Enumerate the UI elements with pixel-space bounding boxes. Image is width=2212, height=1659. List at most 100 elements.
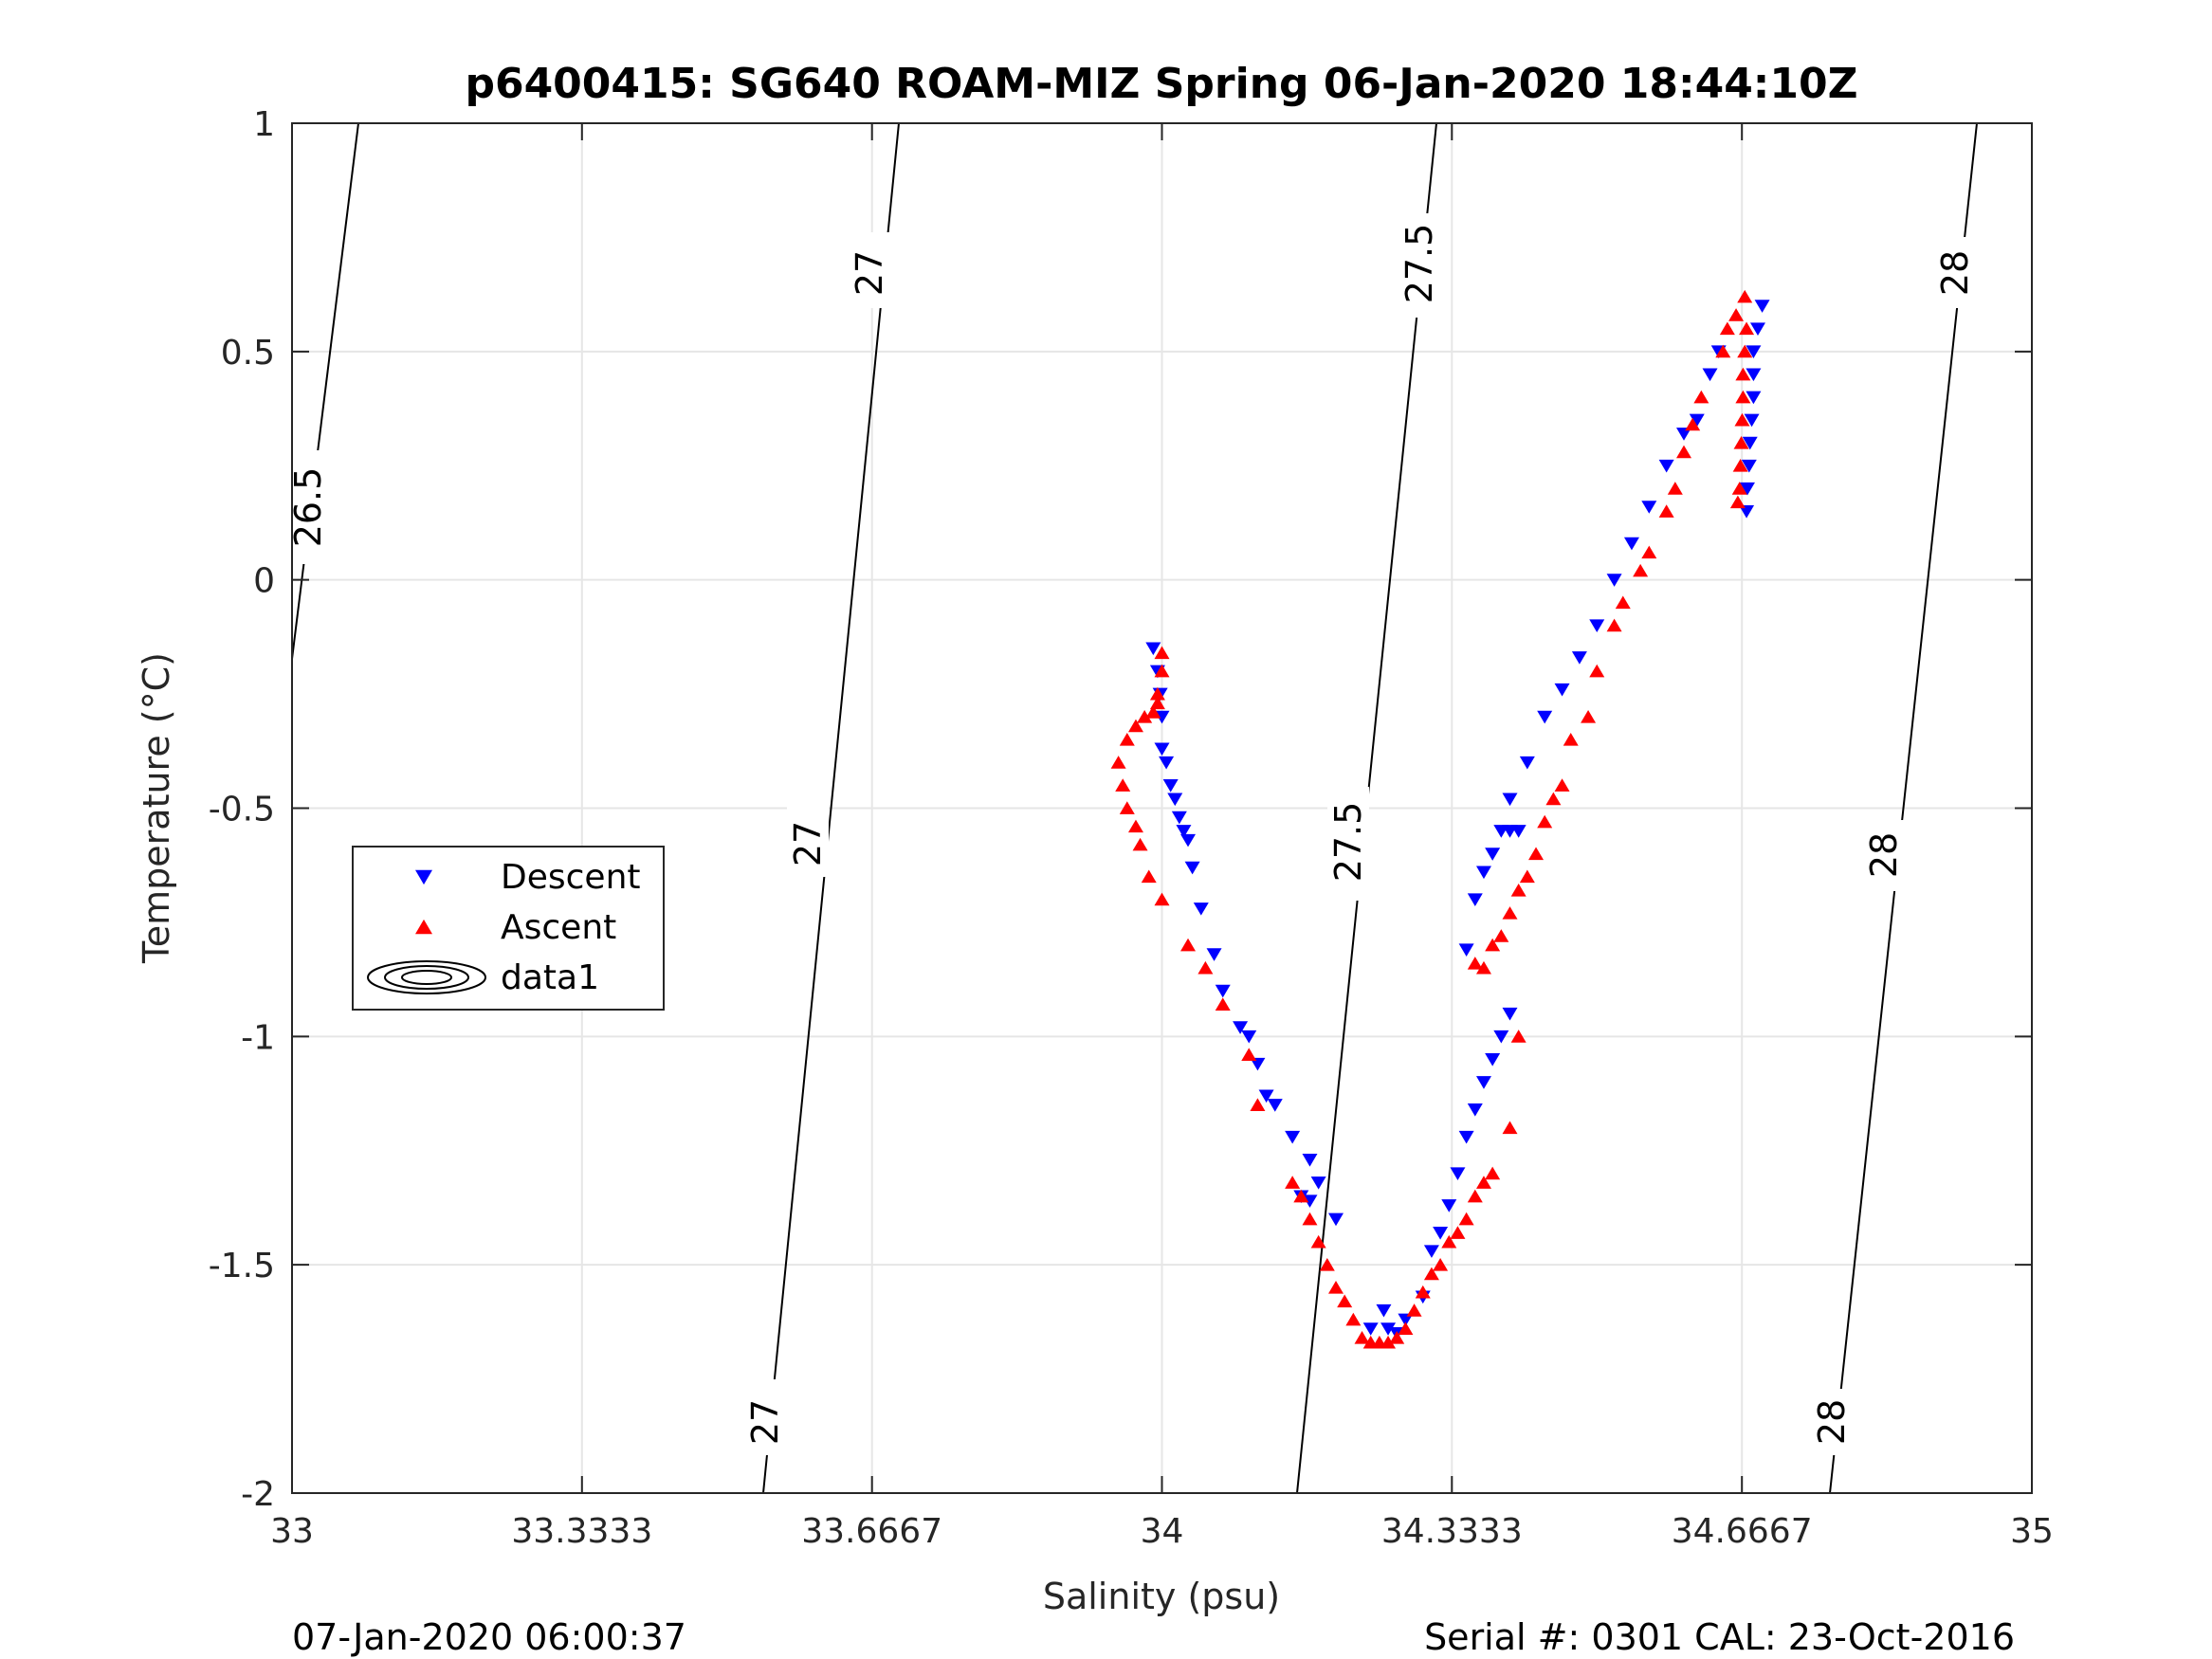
ascent-point	[1735, 367, 1751, 381]
descent-point	[1485, 1053, 1501, 1066]
descent-point	[1742, 436, 1758, 450]
ascent-point	[1241, 1048, 1257, 1061]
descent-point	[1380, 1322, 1397, 1336]
contour-label: 26.5	[287, 467, 329, 548]
ascent-point	[1415, 1285, 1431, 1299]
x-tick-label: 34	[1141, 1512, 1184, 1551]
descent-point	[1423, 1245, 1439, 1258]
ascent-point	[1310, 1234, 1326, 1249]
ascent-point	[1519, 869, 1535, 884]
legend-box	[352, 846, 665, 1011]
ascent-point	[1554, 778, 1570, 792]
y-tick-label: -0.5	[209, 791, 275, 830]
descent-point	[1215, 984, 1231, 998]
contour-label: 28	[1863, 832, 1905, 878]
x-tick-label: 33.3333	[511, 1512, 652, 1551]
isopycnal-28	[1829, 122, 1978, 1494]
ascent-point	[1733, 435, 1749, 449]
descent-point	[1184, 861, 1200, 875]
ascent-point	[1215, 997, 1231, 1012]
descent-point	[1328, 1212, 1344, 1227]
ascent-point	[1510, 884, 1526, 897]
grid	[291, 122, 2033, 1494]
ascent-point	[1667, 482, 1683, 495]
descent-point	[1467, 893, 1483, 907]
contour-icon	[367, 960, 486, 994]
ascent-point	[1537, 814, 1553, 829]
descent-point	[1658, 459, 1674, 473]
descent-point	[1167, 793, 1183, 807]
descent-point	[1362, 1322, 1379, 1336]
ascent-point	[1337, 1294, 1353, 1308]
descent-point	[1749, 322, 1765, 336]
descent-point	[1258, 1089, 1274, 1103]
descent-point	[1193, 902, 1209, 916]
descent-point	[1475, 1076, 1491, 1089]
series-descent	[1145, 300, 1770, 1340]
x-tick-label: 34.3333	[1381, 1512, 1523, 1551]
descent-point	[1739, 505, 1755, 519]
descent-point	[1176, 825, 1192, 838]
x-tick-label: 33.6667	[801, 1512, 942, 1551]
ascent-point	[1119, 801, 1135, 814]
descent-point	[1746, 391, 1762, 405]
ascent-point	[1285, 1176, 1301, 1189]
ascent-point	[1319, 1257, 1335, 1271]
ascent-point	[1735, 390, 1751, 404]
descent-point	[1744, 413, 1760, 428]
ascent-point	[1475, 1176, 1491, 1189]
x-tick-label: 33	[270, 1512, 314, 1551]
x-axis: 33 33.3333 33.6667 34 34.3333 34.6667 35	[270, 123, 2054, 1551]
descent-point	[1250, 1057, 1266, 1071]
descent-point	[1502, 793, 1518, 807]
ascent-point	[1731, 482, 1747, 495]
descent-point	[1159, 756, 1175, 770]
y-tick-label: 0	[253, 562, 275, 601]
ascent-point	[1458, 1212, 1474, 1226]
y-tick-label: -1.5	[209, 1247, 275, 1285]
contour-label: 27	[787, 821, 829, 866]
descent-point	[1441, 1199, 1457, 1212]
ascent-point	[1180, 938, 1197, 952]
chart-title: p6400415: SG640 ROAM-MIZ Spring 06-Jan-2…	[465, 60, 1857, 108]
ascent-point	[1389, 1331, 1405, 1344]
ascent-point	[1328, 1281, 1344, 1294]
legend-data1-label: data1	[501, 958, 599, 997]
ascent-point	[1658, 504, 1674, 518]
ascent-point	[1589, 664, 1605, 678]
ascent-point	[1732, 459, 1748, 472]
ascent-point	[1145, 705, 1161, 719]
descent-point	[1554, 683, 1570, 697]
descent-point	[1519, 756, 1535, 770]
ascent-point	[1729, 495, 1746, 509]
descent-point	[1433, 1227, 1449, 1240]
ascent-point	[1119, 733, 1135, 746]
descent-point	[1589, 619, 1605, 633]
descent-point	[1641, 501, 1657, 514]
descent-point	[1741, 459, 1757, 473]
descent-point	[1739, 482, 1755, 496]
descent-point	[1493, 1030, 1509, 1044]
ascent-point	[1545, 792, 1562, 806]
x-axis-label: Salinity (psu)	[1043, 1576, 1280, 1617]
y-tick-label: 0.5	[221, 334, 275, 373]
ascent-point	[1398, 1322, 1414, 1335]
ascent-point	[1475, 960, 1491, 975]
descent-point	[1485, 848, 1501, 861]
descent-point	[1623, 537, 1639, 551]
footer-timestamp: 07-Jan-2020 06:00:37	[292, 1616, 686, 1658]
isopycnal-26.5	[291, 122, 359, 660]
ascent-point	[1154, 892, 1170, 906]
ascent-point	[1406, 1304, 1422, 1317]
ascent-point	[1149, 686, 1165, 701]
descent-point	[1241, 1030, 1257, 1044]
descent-point	[1398, 1313, 1414, 1327]
ascent-point	[1115, 778, 1131, 792]
contour-label: 28	[1934, 250, 1976, 296]
ascent-point	[1615, 595, 1631, 610]
ascent-point	[1719, 321, 1735, 336]
ascent-point	[1606, 618, 1622, 632]
ascent-marker	[415, 919, 432, 935]
ascent-point	[1693, 390, 1709, 404]
descent-point	[1689, 413, 1705, 428]
